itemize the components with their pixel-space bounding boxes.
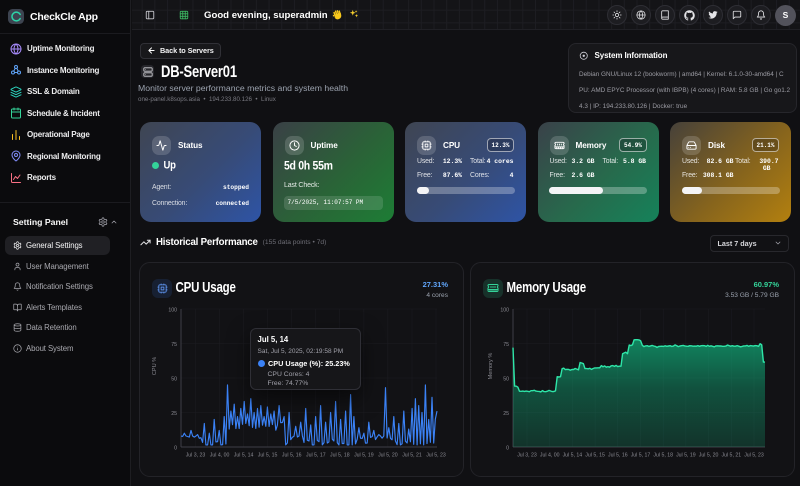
svg-text:25: 25: [171, 411, 177, 417]
svg-text:75: 75: [171, 342, 177, 348]
svg-text:50: 50: [171, 377, 177, 383]
svg-text:Jul 5, 23: Jul 5, 23: [426, 453, 446, 459]
svg-text:Jul 5, 18: Jul 5, 18: [653, 453, 673, 459]
svg-text:Jul 5, 20: Jul 5, 20: [699, 453, 719, 459]
svg-text:Jul 5, 14: Jul 5, 14: [563, 453, 583, 459]
svg-text:Jul 5, 19: Jul 5, 19: [354, 453, 374, 459]
svg-text:Jul 3, 23: Jul 3, 23: [517, 453, 537, 459]
svg-text:Jul 5, 15: Jul 5, 15: [258, 453, 278, 459]
svg-text:Jul 4, 00: Jul 4, 00: [540, 453, 560, 459]
svg-text:50: 50: [503, 377, 509, 383]
svg-text:0: 0: [506, 446, 509, 452]
svg-text:Jul 5, 17: Jul 5, 17: [631, 453, 651, 459]
svg-text:25: 25: [503, 411, 509, 417]
svg-text:Jul 5, 21: Jul 5, 21: [402, 453, 422, 459]
svg-text:Jul 5, 19: Jul 5, 19: [676, 453, 696, 459]
svg-text:Jul 5, 20: Jul 5, 20: [378, 453, 398, 459]
svg-text:Jul 3, 23: Jul 3, 23: [186, 453, 206, 459]
svg-text:Jul 4, 00: Jul 4, 00: [210, 453, 230, 459]
svg-text:75: 75: [503, 342, 509, 348]
svg-text:CPU %: CPU %: [152, 357, 158, 375]
svg-text:Jul 5, 14: Jul 5, 14: [234, 453, 254, 459]
svg-text:Memory %: Memory %: [488, 353, 494, 380]
svg-text:0: 0: [174, 446, 177, 452]
svg-text:100: 100: [168, 308, 177, 314]
svg-text:Jul 5, 21: Jul 5, 21: [721, 453, 741, 459]
svg-text:Jul 5, 18: Jul 5, 18: [330, 453, 350, 459]
svg-text:Jul 5, 23: Jul 5, 23: [744, 453, 764, 459]
svg-text:100: 100: [500, 308, 509, 314]
svg-text:Jul 5, 17: Jul 5, 17: [306, 453, 326, 459]
svg-text:Jul 5, 16: Jul 5, 16: [282, 453, 302, 459]
svg-text:Jul 5, 16: Jul 5, 16: [608, 453, 628, 459]
svg-text:Jul 5, 15: Jul 5, 15: [585, 453, 605, 459]
